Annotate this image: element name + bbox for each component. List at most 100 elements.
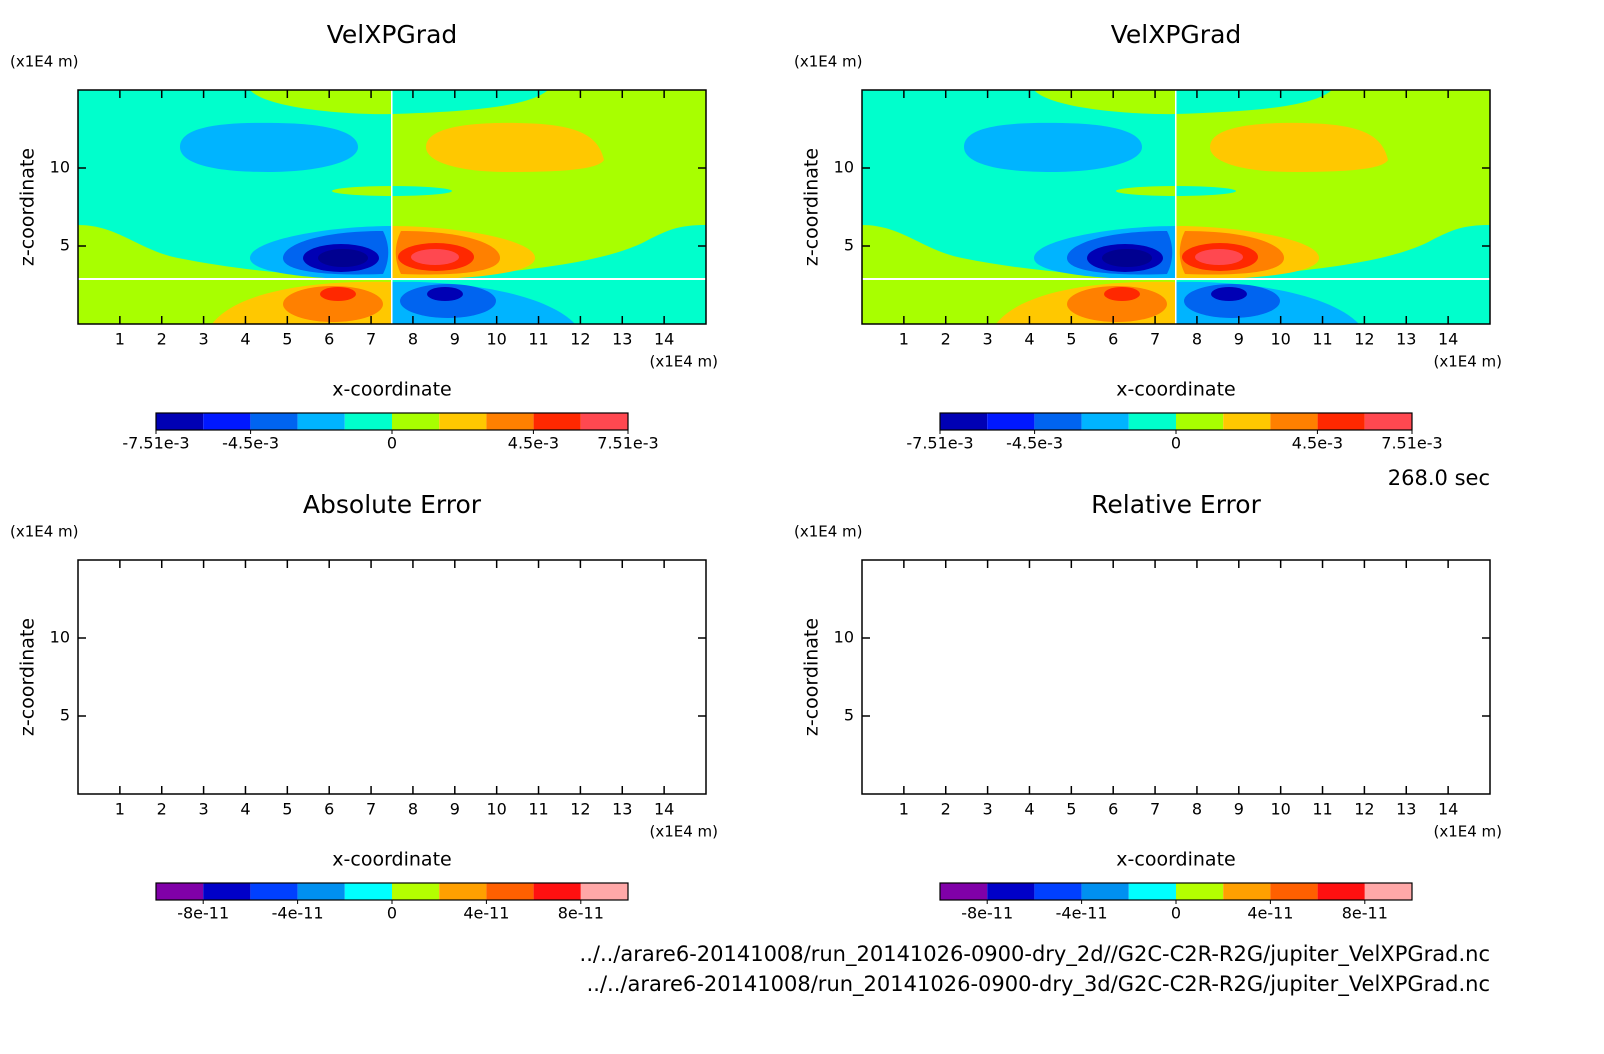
colorbar-tick-label: -4e-11 [272,904,324,923]
y-tick-label: 5 [60,706,70,725]
x-tick-label: 2 [157,800,167,819]
colorbar-tick-label: 7.51e-3 [1381,434,1442,453]
y-tick-label: 5 [844,706,854,725]
x-tick-label: 6 [1108,330,1118,349]
x-tick-label: 4 [240,330,250,349]
colorbar-segment [156,413,204,430]
colorbar-segment [1128,883,1176,900]
colorbar-segment [486,883,534,900]
colorbar-segment [344,883,392,900]
x-tick-label: 14 [654,800,674,819]
x-tick-label: 10 [1270,330,1290,349]
x-tick-label: 8 [408,800,418,819]
chart-title: VelXPGrad [1111,20,1242,49]
y-axis-label: z-coordinate [801,148,823,266]
colorbar-tick-label: 0 [387,904,397,923]
colorbar-segment [203,413,251,430]
x-tick-label: 1 [115,800,125,819]
colorbar-segment [1034,883,1082,900]
x-tick-label: 6 [1108,800,1118,819]
x-tick-label: 3 [199,800,209,819]
y-unit: (x1E4 m) [10,53,79,71]
x-unit: (x1E4 m) [649,823,718,841]
colorbar-segment [486,413,534,430]
x-tick-label: 7 [366,330,376,349]
colorbar-segment [533,883,581,900]
x-tick-label: 7 [1150,800,1160,819]
x-tick-label: 9 [1234,800,1244,819]
colorbar-segment [392,883,440,900]
plot-frame [861,89,1491,325]
colorbar-segment [987,413,1035,430]
colorbar-tick-label: 4.5e-3 [508,434,559,453]
x-tick-label: 8 [408,330,418,349]
colorbar-segment [1270,413,1318,430]
chart-title: Absolute Error [303,490,482,519]
colorbar-tick-label: 0 [387,434,397,453]
x-tick-label: 8 [1192,330,1202,349]
colorbar-tick-label: 8e-11 [558,904,604,923]
colorbar-segment [250,883,298,900]
colorbar-segment [533,413,581,430]
contour-field [862,90,1490,324]
x-tick-label: 11 [528,800,548,819]
x-tick-label: 5 [1066,800,1076,819]
x-tick-label: 7 [1150,330,1160,349]
colorbar-tick-label: -4.5e-3 [1006,434,1063,453]
contour-field [78,90,706,324]
colorbar-segment [940,883,988,900]
x-tick-label: 13 [612,330,632,349]
colorbar-segment [580,883,628,900]
x-axis-label: x-coordinate [332,849,451,871]
colorbar-segment [250,413,298,430]
x-tick-label: 13 [1396,330,1416,349]
x-tick-label: 10 [486,330,506,349]
x-tick-label: 6 [324,800,334,819]
x-tick-label: 14 [1438,330,1458,349]
colorbar-segment [1223,883,1271,900]
plot-frame [77,559,707,795]
colorbar-tick-label: 4e-11 [463,904,509,923]
colorbar-tick-label: -4.5e-3 [222,434,279,453]
time-label: 268.0 sec [1388,466,1490,490]
x-tick-label: 1 [115,330,125,349]
x-unit: (x1E4 m) [1433,353,1502,371]
x-tick-label: 1 [899,800,909,819]
x-tick-label: 10 [486,800,506,819]
x-tick-label: 3 [983,330,993,349]
x-tick-label: 9 [1234,330,1244,349]
x-tick-label: 8 [1192,800,1202,819]
colorbar-segment [203,883,251,900]
x-tick-label: 2 [157,330,167,349]
x-tick-label: 14 [1438,800,1458,819]
colorbar-segment [297,883,345,900]
x-tick-label: 6 [324,330,334,349]
x-tick-label: 10 [1270,800,1290,819]
x-tick-label: 5 [282,800,292,819]
x-tick-label: 5 [282,330,292,349]
x-tick-label: 1 [899,330,909,349]
colorbar-segment [1364,413,1412,430]
x-tick-label: 3 [983,800,993,819]
x-axis-label: x-coordinate [1116,379,1235,401]
colorbar-segment [1364,883,1412,900]
x-tick-label: 13 [612,800,632,819]
colorbar-tick-label: 0 [1171,904,1181,923]
colorbar-tick-label: 4.5e-3 [1292,434,1343,453]
colorbar-tick-label: 8e-11 [1342,904,1388,923]
x-axis-label: x-coordinate [332,379,451,401]
x-tick-label: 4 [1024,330,1034,349]
colorbar-tick-label: 7.51e-3 [597,434,658,453]
colorbar-segment [1317,883,1365,900]
y-tick-label: 5 [60,236,70,255]
y-tick-label: 10 [50,628,70,647]
colorbar-segment [1128,413,1176,430]
colorbar-segment [1176,883,1224,900]
x-unit: (x1E4 m) [649,353,718,371]
y-axis-label: z-coordinate [17,618,39,736]
y-unit: (x1E4 m) [794,523,863,541]
colorbar-segment [439,883,487,900]
x-unit: (x1E4 m) [1433,823,1502,841]
